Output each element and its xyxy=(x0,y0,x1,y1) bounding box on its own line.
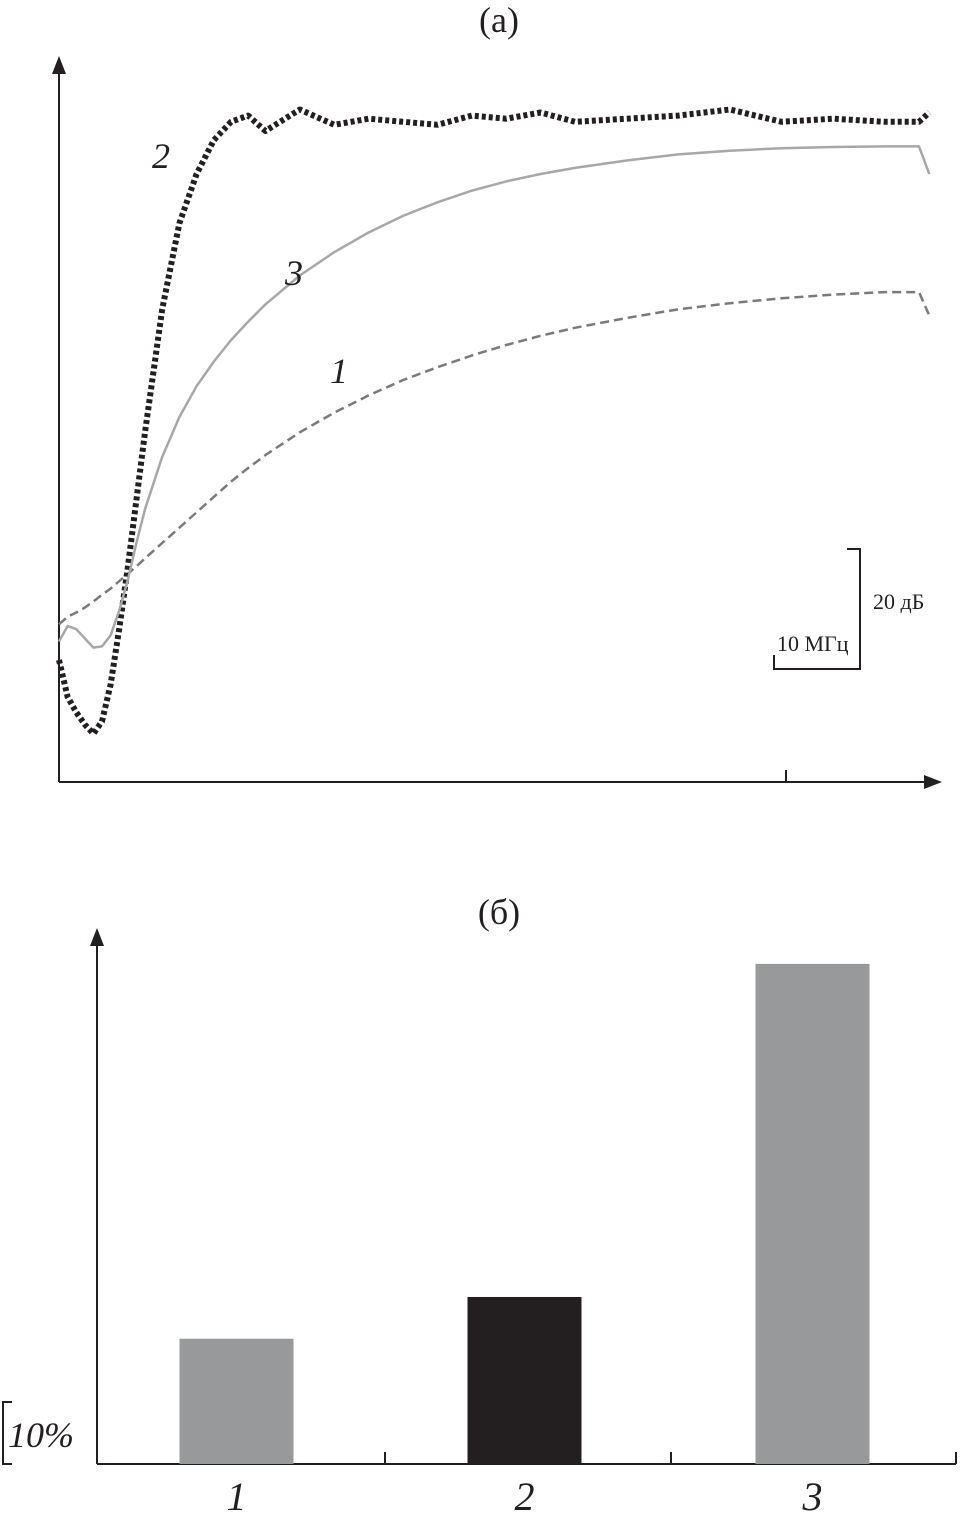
panel-a-x-axis-arrow xyxy=(924,775,942,789)
curve-label-1: 1 xyxy=(330,351,348,391)
curve-label-3: 3 xyxy=(284,253,303,293)
panel-b-bars-group: 1 2 3 xyxy=(179,963,870,1519)
x-tick-label-2: 2 xyxy=(515,1474,535,1519)
panel-b-title: (б) xyxy=(478,892,520,932)
panel-a: (а) 2 3 1 20 дБ 10 МГц xyxy=(52,0,942,789)
series-3-line xyxy=(57,145,931,649)
percent-scale-bar: 10% xyxy=(2,1401,74,1465)
series-1-line xyxy=(58,290,931,626)
scale-bar-db-label: 20 дБ xyxy=(873,589,924,614)
x-tick-label-3: 3 xyxy=(802,1474,823,1519)
panel-a-title: (а) xyxy=(479,0,519,40)
bar-1 xyxy=(179,1338,294,1464)
curve-label-2: 2 xyxy=(152,136,170,176)
bar-2 xyxy=(467,1296,582,1464)
panel-a-series-group xyxy=(56,106,932,737)
scale-bar-lines xyxy=(773,548,861,670)
series-2-line xyxy=(56,106,932,737)
x-tick-label-1: 1 xyxy=(227,1474,247,1519)
scale-bar-mhz-label: 10 МГц xyxy=(777,631,849,656)
bar-3 xyxy=(755,963,870,1464)
scale-bar: 20 дБ 10 МГц xyxy=(773,548,924,670)
panel-b: (б) 1 2 3 10% xyxy=(2,892,957,1519)
panel-a-y-axis-arrow xyxy=(52,56,66,74)
percent-scale-bar-bracket xyxy=(2,1401,12,1465)
percent-scale-bar-label: 10% xyxy=(8,1415,74,1455)
panel-b-y-axis-arrow xyxy=(90,928,104,946)
